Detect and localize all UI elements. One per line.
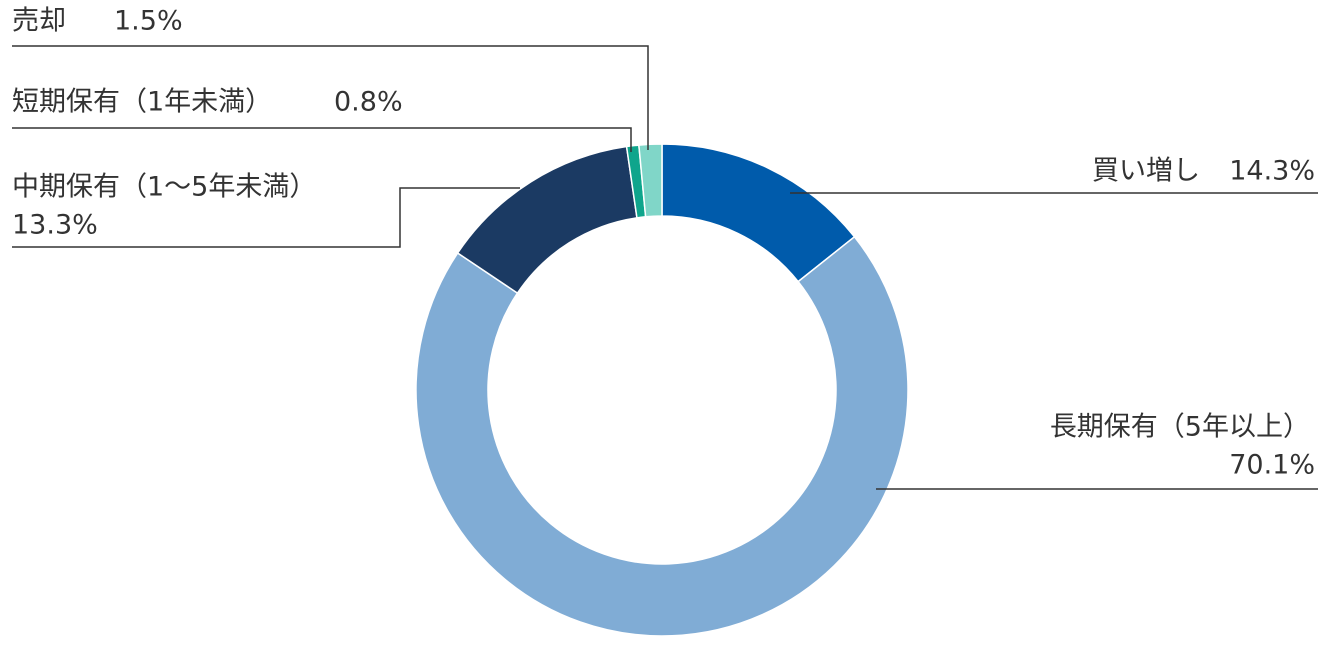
slice-label: 長期保有（5年以上） [1050, 412, 1310, 443]
donut-slice [638, 143, 663, 218]
leader-line [12, 187, 520, 248]
value-label: 70.1% [1229, 450, 1315, 481]
slice-label: 売却 [12, 6, 66, 37]
donut-slice [456, 145, 638, 295]
slice-label: 短期保有（1年未満） [12, 87, 272, 118]
leader-line [12, 45, 649, 150]
slice-label: 買い増し [1092, 156, 1200, 187]
donut-slice [415, 235, 909, 637]
value-label: 13.3% [12, 210, 98, 241]
value-label: 14.3% [1229, 156, 1315, 187]
slice-label: 中期保有（1〜5年未満） [12, 172, 316, 203]
value-label: 0.8% [334, 87, 403, 118]
leader-line [12, 127, 632, 152]
value-label: 1.5% [114, 6, 183, 37]
